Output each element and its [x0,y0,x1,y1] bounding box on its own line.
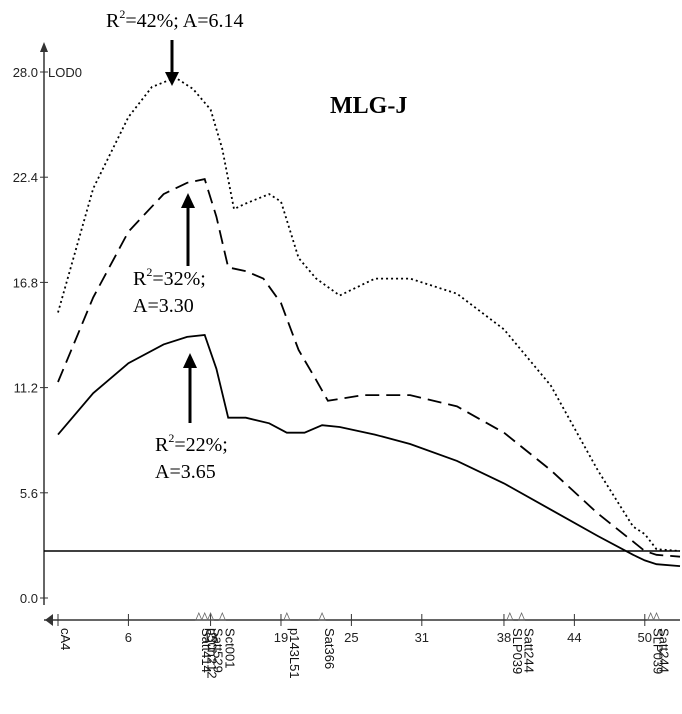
y-axis-arrowhead [40,42,48,52]
annotation-middle-a: A=3.30 [133,295,194,317]
marker-triangle [284,613,290,620]
marker-triangle [219,613,225,620]
x-tick-label: 6 [125,630,132,645]
y-axis-label: LOD0 [48,65,82,80]
annotation-top: R2=42%; A=6.14 [106,7,243,86]
marker-label: Satt244 [522,628,537,673]
annotation-bottom-arrowhead [183,353,197,368]
x-tick-label: 25 [344,630,358,645]
y-tick-label: 5.6 [20,486,38,501]
marker-triangle [196,613,202,620]
annotation-top-arrowhead [165,72,179,86]
marker-triangle [519,613,525,620]
x-tick-label: 31 [415,630,429,645]
series-line-solid [58,335,680,566]
annotation-bottom-r2: 22%; [186,434,228,456]
x-tick-label: 50 [638,630,652,645]
y-tick-label: 28.0 [13,65,38,80]
marker-label: p143L51 [287,628,302,679]
marker-triangle [507,613,513,620]
series-group [58,78,680,566]
series-line-dashed [58,179,680,557]
annotation-top-a: A=6.14 [183,10,244,32]
annotation-middle-line1: R2=32%; [133,265,206,290]
x-tick-label: 44 [567,630,581,645]
marker-label: cA4 [58,628,73,650]
annotation-top-r2: 42% [137,10,174,32]
marker-triangle [202,613,208,620]
annotation-bottom-line1: R2=22%; [155,431,228,456]
y-tick-label: 16.8 [13,275,38,290]
annotation-middle-r2: 32%; [164,268,206,290]
annotation-bottom-a: A=3.65 [155,461,216,483]
chart-title: MLG-J [330,93,407,119]
marker-label: Sat366 [322,628,337,669]
annotation-middle: R2=32%; A=3.30 [133,193,206,317]
x-tick-label: 38 [497,630,511,645]
annotation-top-text: R2=42%; A=6.14 [106,7,243,32]
annotation-middle-arrowhead [181,193,195,208]
x-tick-label: 19 [274,630,288,645]
y-tick-label: 22.4 [13,170,38,185]
marker-triangle [319,613,325,620]
marker-triangle [648,613,654,620]
marker-triangle [654,613,660,620]
x-axis-arrowhead [45,614,53,626]
y-tick-label: 11.2 [14,381,38,396]
marker-label: Satt244 [657,628,672,673]
y-tick-label: 0.0 [20,591,38,606]
marker-label: Sct001 [222,628,237,668]
